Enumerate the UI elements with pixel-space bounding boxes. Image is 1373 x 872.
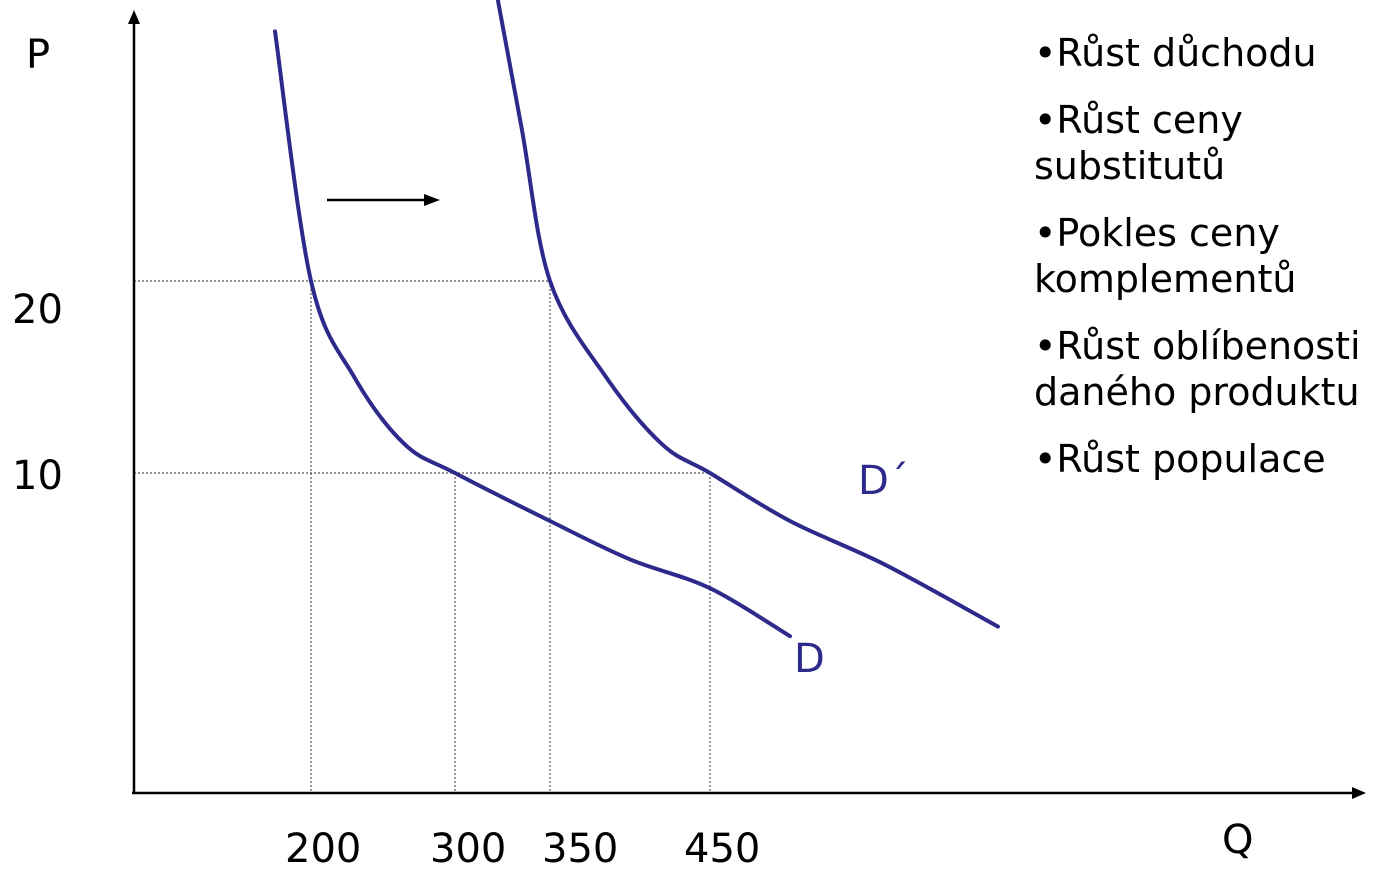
bullet-item: •Pokles ceny komplementů xyxy=(1034,210,1373,302)
bullet-line: •Pokles ceny xyxy=(1034,211,1280,255)
y-tick-label: 20 xyxy=(12,287,63,333)
demand-curve-d xyxy=(273,29,792,639)
bullet-line: •Růst důchodu xyxy=(1034,31,1317,75)
demand-curves xyxy=(273,0,1000,639)
curve-label-d-prime: D´ xyxy=(858,458,909,504)
demand-curve-d-prime xyxy=(495,0,1000,629)
curve-label-d: D xyxy=(794,636,825,682)
bullet-line: •Růst populace xyxy=(1034,437,1326,481)
bullet-line: daného produktu xyxy=(1034,370,1360,414)
x-tick-label: 450 xyxy=(684,826,761,872)
bullet-item: •Růst ceny substitutů xyxy=(1034,97,1373,189)
y-axis-arrowhead xyxy=(128,10,140,24)
shift-arrowhead xyxy=(424,194,440,206)
shift-factors-list: •Růst důchodu •Růst ceny substitutů •Pok… xyxy=(1034,30,1373,503)
x-tick-label: 300 xyxy=(430,826,507,872)
bullet-item: •Růst populace xyxy=(1034,436,1373,482)
guide-lines xyxy=(134,280,711,793)
bullet-line: •Růst ceny xyxy=(1034,98,1243,142)
y-axis-label: P xyxy=(26,32,51,78)
y-tick-label: 10 xyxy=(12,453,63,499)
bullet-line: substitutů xyxy=(1034,144,1226,188)
bullet-line: komplementů xyxy=(1034,257,1297,301)
x-tick-label: 350 xyxy=(542,826,619,872)
bullet-line: •Růst oblíbenosti xyxy=(1034,324,1361,368)
bullet-item: •Růst oblíbenosti daného produktu xyxy=(1034,323,1373,415)
x-axis-arrowhead xyxy=(1352,787,1366,799)
x-tick-label: 200 xyxy=(285,826,362,872)
bullet-item: •Růst důchodu xyxy=(1034,30,1373,76)
x-axis-label: Q xyxy=(1222,817,1254,863)
